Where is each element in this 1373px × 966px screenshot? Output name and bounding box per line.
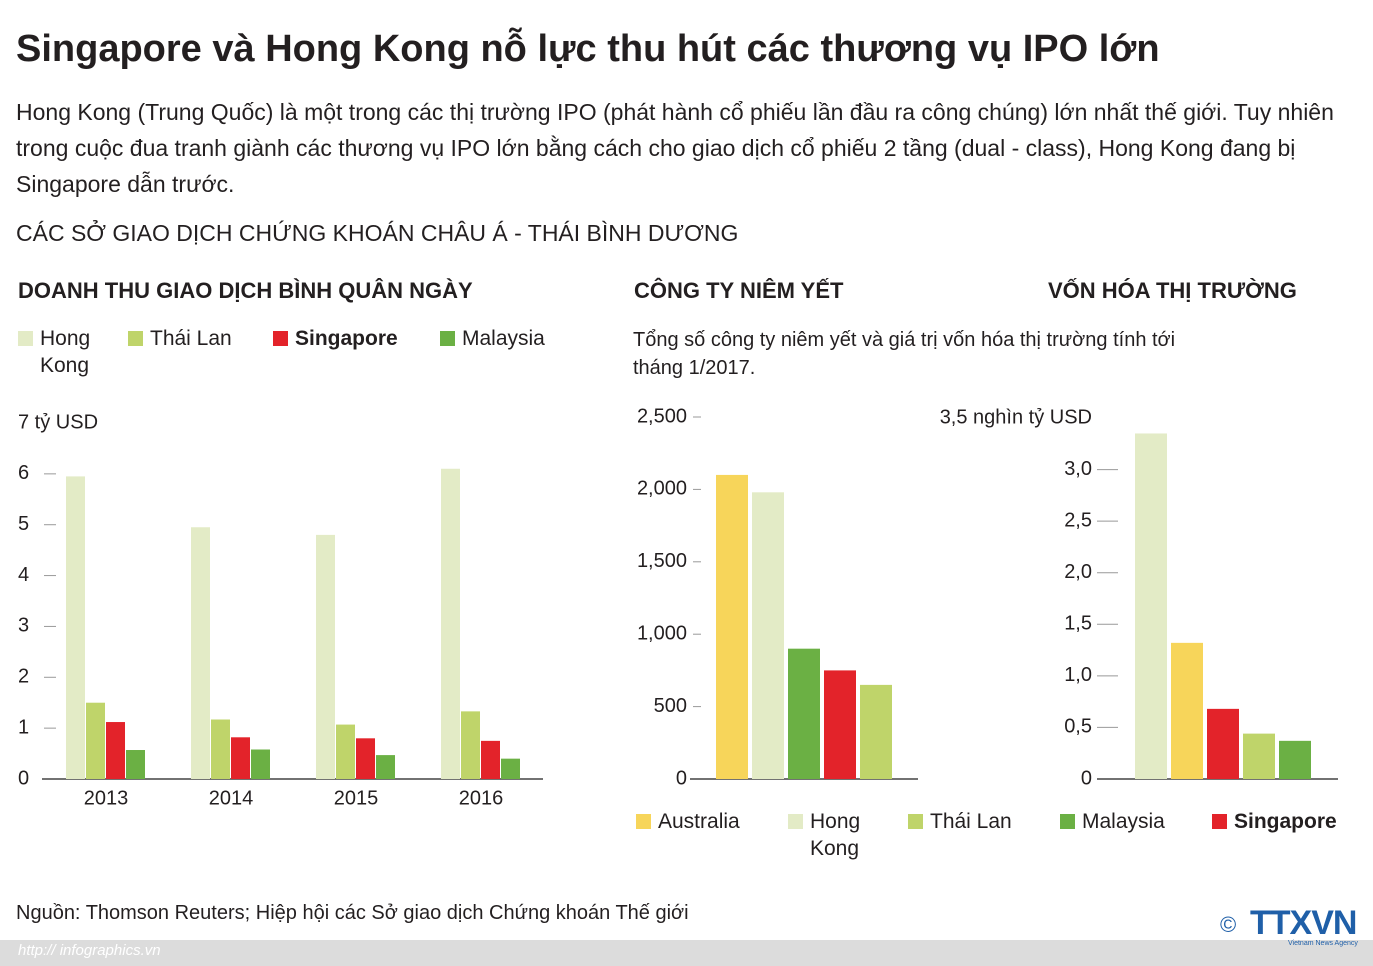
y-tick-label: 2,0: [1064, 561, 1092, 583]
legend-label: Thái Lan: [930, 810, 1012, 833]
x-tick-label: 2014: [209, 787, 254, 809]
y-tick-label: 1,500: [637, 550, 687, 572]
y-tick-label: 2,000: [637, 478, 687, 500]
legend-label: Malaysia: [462, 327, 545, 350]
legend-swatch: [1212, 814, 1227, 829]
legend-label: Singapore: [295, 327, 398, 350]
y-tick-label: 3: [18, 615, 29, 637]
bar: [211, 719, 230, 779]
bar: [1171, 642, 1203, 779]
url: http:// infographics.vn: [18, 942, 161, 959]
bar: [752, 492, 784, 779]
legend-label: Hong Kong: [810, 810, 861, 860]
y-tick-label: 0: [676, 767, 687, 789]
y-tick-label: 5: [18, 513, 29, 535]
y-tick-label: 2,500: [637, 405, 687, 427]
legend-item: Singapore: [1212, 808, 1373, 835]
bar: [106, 722, 125, 779]
bar: [441, 468, 460, 779]
legend-item: Thái Lan: [128, 325, 320, 352]
bar: [1243, 733, 1275, 779]
bar: [1279, 740, 1311, 779]
bar: [461, 711, 480, 779]
bar: [191, 527, 210, 779]
y-tick-label: 1,000: [637, 622, 687, 644]
bar: [86, 702, 105, 779]
bar: [481, 740, 500, 779]
bar: [126, 750, 145, 779]
bar: [251, 749, 270, 779]
legend-item: Malaysia: [440, 325, 632, 352]
logo: TTXVN: [1250, 904, 1357, 942]
y-tick-label: 4: [18, 564, 29, 586]
bar: [501, 758, 520, 779]
y-tick-label: 500: [654, 695, 687, 717]
chart-title: CÔNG TY NIÊM YẾT: [634, 278, 844, 303]
y-tick-label: 3,0: [1064, 458, 1092, 480]
section-title: CÁC SỞ GIAO DỊCH CHỨNG KHOÁN CHÂU Á - TH…: [16, 220, 739, 246]
source: Nguồn: Thomson Reuters; Hiệp hội các Sở …: [16, 902, 689, 924]
legend-item: Singapore: [273, 325, 465, 352]
legend-label: Singapore: [1234, 810, 1337, 833]
legend-item: Malaysia: [1060, 808, 1232, 835]
y-tick-label: 2,5: [1064, 509, 1092, 531]
y-tick-label: 1: [18, 716, 29, 738]
y-tick-label: 2: [18, 666, 29, 688]
bar: [1207, 708, 1239, 779]
legend-label: Hong Kong: [40, 327, 91, 377]
y-tick-label: 0: [18, 767, 29, 789]
y-tick-label: 1,5: [1064, 613, 1092, 635]
title: Singapore và Hong Kong nỗ lực thu hút cá…: [16, 28, 1160, 70]
bar: [231, 737, 250, 779]
legend-label: Thái Lan: [150, 327, 232, 350]
legend-swatch: [18, 331, 33, 346]
bar: [788, 648, 820, 779]
legend-label: Australia: [658, 810, 740, 833]
legend-swatch: [128, 331, 143, 346]
legend-item: Thái Lan: [908, 808, 1080, 835]
bar: [66, 476, 85, 779]
legend-swatch: [273, 331, 288, 346]
bar: [316, 534, 335, 779]
copyright: ©: [1220, 912, 1237, 937]
legend-item: Hong Kong: [788, 808, 890, 862]
y-tick-label: 7 tỷ USD: [18, 411, 98, 433]
y-tick-label: 3,5 nghìn tỷ USD: [940, 406, 1092, 428]
x-tick-label: 2015: [334, 787, 379, 809]
logo-subtitle: Vietnam News Agency: [1288, 940, 1358, 947]
footer-band: [0, 940, 1373, 966]
legend-swatch: [440, 331, 455, 346]
x-tick-label: 2016: [459, 787, 504, 809]
y-tick-label: 1,0: [1064, 664, 1092, 686]
legend-swatch: [1060, 814, 1075, 829]
legend-label: Malaysia: [1082, 810, 1165, 833]
chart-title: DOANH THU GIAO DỊCH BÌNH QUÂN NGÀY: [18, 278, 473, 303]
y-tick-label: 0,5: [1064, 716, 1092, 738]
legend-swatch: [636, 814, 651, 829]
bar: [824, 670, 856, 779]
legend-item: Hong Kong: [18, 325, 120, 379]
y-tick-label: 6: [18, 462, 29, 484]
bar: [336, 724, 355, 779]
bar: [376, 755, 395, 779]
legend-item: Australia: [636, 808, 808, 835]
bar: [860, 684, 892, 779]
legend-swatch: [788, 814, 803, 829]
legend-swatch: [908, 814, 923, 829]
chart-title: VỐN HÓA THỊ TRƯỜNG: [1048, 278, 1297, 303]
note: Tổng số công ty niêm yết và giá trị vốn …: [633, 329, 1176, 379]
x-tick-label: 2013: [84, 787, 129, 809]
bar: [716, 474, 748, 779]
bar: [356, 738, 375, 779]
bar: [1135, 433, 1167, 779]
y-tick-label: 0: [1081, 767, 1092, 789]
intro: Hong Kong (Trung Quốc) là một trong các …: [16, 99, 1334, 197]
